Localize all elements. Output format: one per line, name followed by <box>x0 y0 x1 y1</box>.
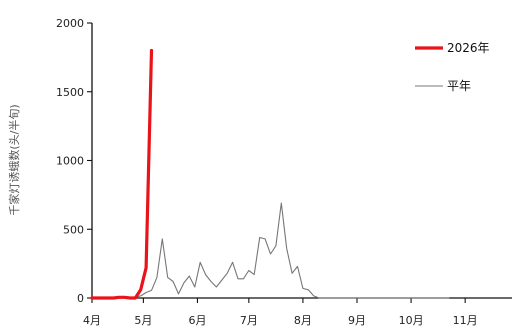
y-tick-label: 1500 <box>56 86 84 99</box>
series-line-normal-year <box>91 202 450 299</box>
x-tick-label: 5月 <box>134 314 152 327</box>
legend-item-2026-label: 2026年 <box>447 41 490 55</box>
x-tick-label: 10月 <box>399 314 424 327</box>
x-tick-label: 11月 <box>453 314 478 327</box>
y-tick-label: 2000 <box>56 17 84 30</box>
y-tick-label: 500 <box>63 223 84 236</box>
y-tick-label: 1000 <box>56 155 84 168</box>
y-tick-label: 0 <box>77 292 84 305</box>
x-tick-label: 6月 <box>188 314 206 327</box>
axes: 0 500 1000 1500 2000 4月 5月 6月 7月 8月 9月 10月 11月 <box>56 17 512 327</box>
series-line-2026 <box>90 48 154 300</box>
x-tick-label: 8月 <box>294 314 312 327</box>
series-layer <box>90 48 450 300</box>
x-tick-label: 7月 <box>240 314 258 327</box>
x-tick-label: 4月 <box>83 314 101 327</box>
legend-item-normal-year-label: 平年 <box>447 79 471 93</box>
y-axis-label: 千家灯诱蛾数(头/半旬) <box>7 104 21 215</box>
x-tick-label: 9月 <box>348 314 366 327</box>
